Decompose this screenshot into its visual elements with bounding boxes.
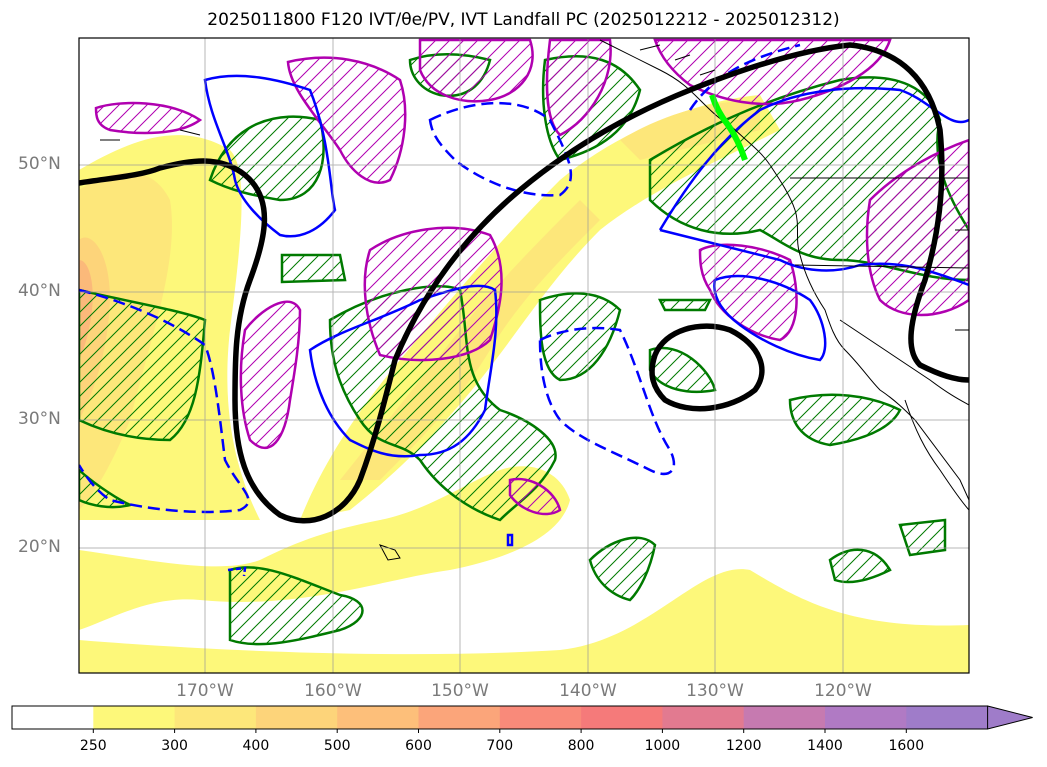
colorbar-extend-arrow [987,705,1033,730]
colorbar-segment [93,706,176,729]
colorbar-segment [499,706,582,729]
colorbar-segment [174,706,257,729]
map-title: 2025011800 F120 IVT/θe/PV, IVT Landfall … [207,10,840,30]
colorbar-tick-label: 600 [405,738,432,754]
colorbar-tick-label: 1200 [725,738,762,754]
colorbar-segment [906,706,989,729]
lon-label-140w: 140°W [559,681,617,701]
theta-e-contour [79,42,969,524]
colorbar-segment [418,706,501,729]
lat-label-50n: 50°N [18,154,61,174]
lon-label-130w: 130°W [686,681,744,701]
colorbar-tick-label: 1000 [644,738,681,754]
lon-label-170w: 170°W [176,681,234,701]
lon-label-150w: 150°W [431,681,489,701]
colorbar-tick-label: 250 [79,738,107,754]
colorbar-segment [337,706,419,729]
lat-label-20n: 20°N [18,537,61,557]
magenta-hatched-regions [94,38,969,516]
colorbar-tick-label: 400 [242,738,270,754]
colorbar [11,705,1033,733]
graticule [79,38,969,673]
colorbar-segment [12,706,94,729]
colorbar-segment [825,706,907,729]
colorbar-segment [662,706,745,729]
map-plot-area [79,38,969,673]
colorbar-tick-label: 500 [323,738,351,754]
colorbar-segment [743,706,826,729]
colorbar-tick-label: 1400 [807,738,843,754]
colorbar-tick-label: 800 [567,738,595,754]
colorbar-tick-label: 1600 [888,738,925,754]
lon-label-160w: 160°W [304,681,362,701]
colorbar-segment [255,706,338,729]
lon-label-120w: 120°W [814,681,872,701]
coastlines [100,39,969,561]
lat-label-30n: 30°N [18,409,61,429]
colorbar-tick-label: 300 [161,738,188,754]
lat-label-40n: 40°N [18,281,61,301]
colorbar-tick-label: 700 [486,738,514,754]
colorbar-segment [581,706,663,729]
map-frame [78,37,970,674]
